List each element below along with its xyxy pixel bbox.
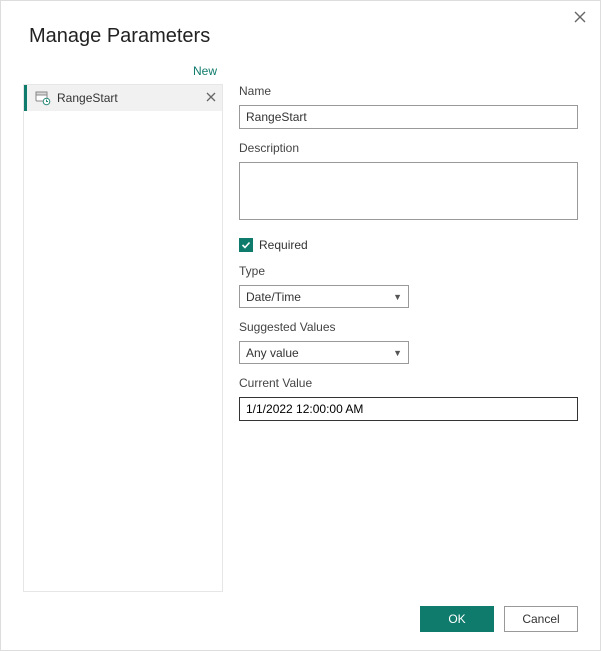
delete-parameter-icon[interactable] xyxy=(206,91,216,105)
parameter-list: RangeStart xyxy=(23,84,223,592)
parameter-icon xyxy=(35,90,51,106)
dialog-body: New RangeStart xyxy=(23,64,578,592)
description-label: Description xyxy=(239,141,578,155)
ok-button[interactable]: OK xyxy=(420,606,494,632)
chevron-down-icon: ▼ xyxy=(393,292,402,302)
right-panel: Name Description Required Type Date/Time… xyxy=(239,64,578,592)
type-select[interactable]: Date/Time ▼ xyxy=(239,285,409,308)
suggested-values-value: Any value xyxy=(246,346,299,360)
manage-parameters-dialog: Manage Parameters New RangeStart xyxy=(0,0,601,651)
name-input[interactable] xyxy=(239,105,578,129)
type-select-value: Date/Time xyxy=(246,290,301,304)
required-row: Required xyxy=(239,238,578,252)
required-checkbox[interactable] xyxy=(239,238,253,252)
close-icon[interactable] xyxy=(574,11,586,25)
parameter-item[interactable]: RangeStart xyxy=(24,85,222,111)
cancel-button[interactable]: Cancel xyxy=(504,606,578,632)
current-value-label: Current Value xyxy=(239,376,578,390)
chevron-down-icon: ▼ xyxy=(393,348,402,358)
required-label: Required xyxy=(259,238,308,252)
new-parameter-link[interactable]: New xyxy=(23,64,223,84)
current-value-input[interactable] xyxy=(239,397,578,421)
parameter-item-label: RangeStart xyxy=(57,91,200,105)
type-label: Type xyxy=(239,264,578,278)
suggested-values-label: Suggested Values xyxy=(239,320,578,334)
description-input[interactable] xyxy=(239,162,578,220)
dialog-title: Manage Parameters xyxy=(29,25,578,48)
left-panel: New RangeStart xyxy=(23,64,223,592)
suggested-values-select[interactable]: Any value ▼ xyxy=(239,341,409,364)
dialog-footer: OK Cancel xyxy=(23,592,578,632)
name-label: Name xyxy=(239,84,578,98)
